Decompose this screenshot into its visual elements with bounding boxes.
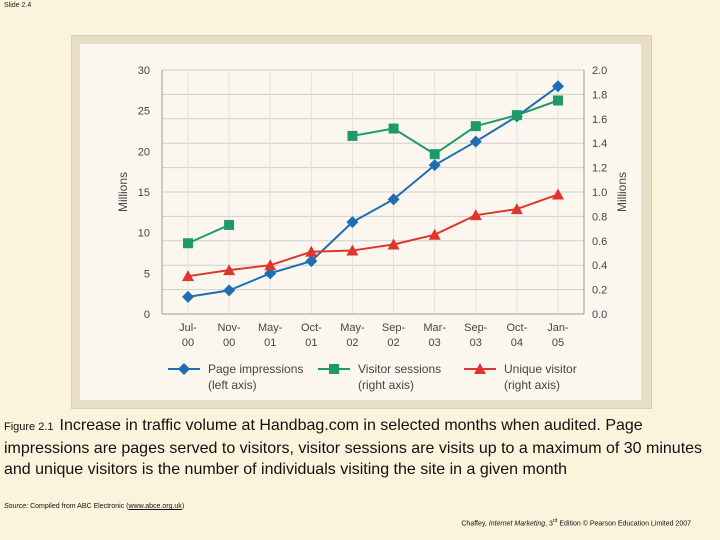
x-tick-label-line2: 03 (429, 337, 441, 349)
traffic-line-chart: 0.00.20.40.60.81.01.21.41.61.82.00510152… (116, 65, 629, 392)
page-impressions-legend-marker (178, 363, 190, 375)
unique-visitor-point (552, 188, 564, 200)
right-tick-label: 0.0 (592, 309, 607, 321)
source-note: Source: Compiled from ABC Electronic (ww… (4, 503, 184, 510)
left-tick-label: 30 (138, 65, 150, 77)
x-tick-label: May- (258, 322, 283, 334)
x-tick-label-line2: 04 (511, 337, 523, 349)
right-axis-title: Millions (615, 172, 629, 212)
right-tick-label: 0.8 (592, 211, 607, 223)
unique-visitor-point (223, 264, 236, 276)
unique-visitor-point (387, 238, 400, 250)
page-impressions-point (182, 290, 194, 303)
x-tick-label: Jul- (179, 322, 197, 334)
unique-visitor-legend-label: Unique visitor (504, 362, 577, 376)
visitor-sessions-point (553, 95, 563, 106)
unique-visitor-point (264, 259, 277, 271)
x-tick-label: Mar- (423, 322, 446, 334)
unique-visitor-point (305, 245, 318, 257)
visitor-sessions-point (224, 219, 235, 230)
chart-frame: 0.0 0.2 0.4 0.6 0.8 1.0 1.2 1.4 1.6 1.8 2.0 0 5 10 15 2… (71, 35, 652, 409)
page-impressions-point (469, 135, 482, 148)
x-tick-label-line2: 05 (552, 337, 564, 349)
right-tick-label: 1.4 (592, 138, 607, 150)
x-tick-label-line2: 03 (470, 337, 482, 349)
x-tick-label: Sep- (382, 322, 406, 334)
right-tick-label: 1.8 (592, 89, 607, 101)
visitor-sessions-legend-sublabel: (right axis) (358, 378, 414, 392)
x-tick-label: Jan- (547, 322, 569, 334)
visitor-sessions-point (183, 238, 193, 249)
unique-visitor-line (187, 193, 559, 278)
x-tick-label-line2: 00 (223, 337, 235, 349)
copyright-credit: Chaffey, Internet Marketing, 3rd Edition… (461, 518, 691, 527)
source-close: ) (181, 503, 185, 510)
visitor-sessions-point (388, 123, 399, 134)
page-impressions-point (264, 267, 277, 280)
credit-book: Internet Marketing (488, 520, 546, 528)
chart-panel: 0.0 0.2 0.4 0.6 0.8 1.0 1.2 1.4 1.6 1.8 2.0 0 5 10 15 2… (80, 44, 641, 400)
credit-edition-num: , 3 (545, 520, 553, 528)
right-tick-label: 1.2 (592, 163, 607, 175)
x-tick-label: Oct- (301, 322, 322, 334)
visitor-sessions-legend-marker (329, 364, 339, 374)
credit-author: Chaffey, (461, 520, 489, 528)
left-tick-label: 5 (144, 268, 150, 280)
left-tick-label: 0 (144, 309, 150, 321)
x-tick-label-line2: 00 (182, 337, 194, 349)
right-tick-label: 0.6 (592, 236, 607, 248)
x-tick-label-line2: 02 (387, 337, 399, 349)
source-label: Source: (4, 503, 29, 510)
right-tick-label: 0.2 (592, 285, 607, 297)
page-impressions-point (428, 159, 441, 172)
visitor-sessions-line (187, 224, 230, 245)
unique-visitor-point (469, 209, 482, 221)
x-tick-label: Oct- (506, 322, 527, 334)
x-tick-label-line2: 01 (264, 337, 276, 349)
x-tick-label: May- (340, 322, 365, 334)
left-axis-title: Millions (116, 172, 130, 212)
visitor-sessions-point (347, 130, 358, 141)
right-tick-label: 0.4 (592, 260, 607, 272)
left-tick-label: 10 (138, 228, 150, 240)
credit-edition-sup: rd (552, 518, 558, 524)
x-tick-label-line2: 02 (346, 337, 358, 349)
unique-visitor-point (182, 270, 194, 282)
visitor-sessions-legend-label: Visitor sessions (358, 362, 441, 376)
x-tick-label: Nov- (217, 322, 241, 334)
page-impressions-point (552, 80, 564, 93)
x-tick-label: Sep- (464, 322, 488, 334)
right-tick-label: 1.6 (592, 114, 607, 126)
x-tick-label-line2: 01 (305, 337, 317, 349)
source-text: Compiled from ABC Electronic ( (30, 503, 129, 510)
visitor-sessions-point (511, 110, 522, 121)
right-tick-label: 1.0 (592, 187, 607, 199)
left-tick-label: 15 (138, 187, 150, 199)
right-tick-label: 2.0 (592, 65, 607, 77)
unique-visitor-point (346, 244, 359, 256)
left-tick-label: 20 (138, 146, 150, 158)
visitor-sessions-point (429, 149, 440, 160)
left-tick-label: 25 (138, 106, 150, 118)
page-impressions-point (346, 216, 359, 229)
figure-caption: Figure 2.1 Increase in traffic volume at … (4, 415, 704, 480)
unique-visitor-point (428, 228, 441, 240)
figure-label: Figure 2.1 (4, 421, 54, 433)
credit-rest: Edition © Pearson Education Limited 2007 (557, 520, 691, 528)
page-impressions-point (223, 284, 236, 297)
visitor-sessions-point (470, 121, 481, 132)
page-impressions-legend-label: Page impressions (208, 362, 303, 376)
page-impressions-legend-sublabel: (left axis) (208, 378, 257, 392)
page-impressions-point (305, 255, 318, 268)
slide-label: Slide 2.4 (4, 2, 32, 9)
unique-visitor-legend-sublabel: (right axis) (504, 378, 560, 392)
caption-text: Increase in traffic volume at Handbag.co… (4, 417, 703, 478)
page-impressions-line (187, 85, 559, 298)
visitor-sessions-line (352, 99, 559, 156)
unique-visitor-legend-marker (474, 363, 486, 374)
unique-visitor-point (510, 203, 523, 215)
source-link[interactable]: www.abce.org.uk (128, 503, 182, 510)
page-impressions-point (387, 193, 400, 206)
